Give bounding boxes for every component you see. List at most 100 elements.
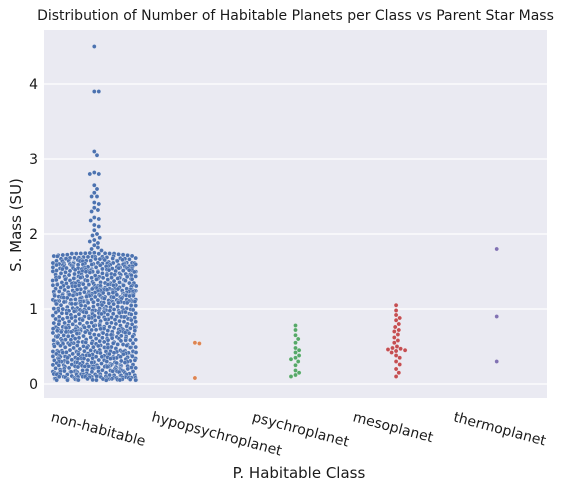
data-point: [97, 252, 101, 256]
data-point: [78, 321, 82, 325]
data-point: [127, 257, 131, 261]
data-point: [100, 303, 104, 307]
data-point: [97, 89, 101, 93]
data-point: [98, 257, 102, 261]
data-point: [397, 371, 401, 375]
data-point: [60, 311, 64, 315]
data-point: [61, 253, 65, 257]
y-tick-label: 2: [29, 227, 38, 243]
data-point: [123, 360, 127, 364]
data-point: [125, 275, 129, 279]
data-point: [394, 359, 398, 363]
data-point: [134, 311, 138, 315]
data-point: [111, 341, 115, 345]
data-point: [92, 251, 96, 255]
data-point: [88, 251, 92, 255]
y-tick-label: 1: [29, 302, 38, 318]
data-point: [293, 363, 297, 367]
data-point: [89, 335, 93, 339]
data-point: [106, 277, 110, 281]
data-point: [134, 345, 138, 349]
data-point: [106, 346, 110, 350]
data-point: [51, 314, 55, 318]
data-point: [116, 276, 120, 280]
data-point: [92, 191, 96, 195]
data-point: [87, 316, 91, 320]
data-point: [119, 339, 123, 343]
data-point: [70, 358, 74, 362]
data-point: [114, 269, 118, 273]
data-point: [397, 322, 401, 326]
data-point: [90, 194, 94, 198]
data-point: [63, 345, 67, 349]
data-point: [398, 316, 402, 320]
data-point: [394, 313, 398, 317]
data-point: [64, 266, 68, 270]
data-point: [96, 245, 100, 249]
data-point: [394, 353, 398, 357]
data-point: [112, 326, 116, 330]
data-point: [106, 329, 110, 333]
data-point: [112, 302, 116, 306]
data-point: [69, 370, 73, 374]
x-tick-label: mesoplanet: [351, 409, 435, 446]
data-point: [90, 276, 94, 280]
data-point: [81, 334, 85, 338]
data-point: [96, 298, 100, 302]
data-point: [124, 338, 128, 342]
data-point: [100, 336, 104, 340]
data-point: [97, 333, 101, 337]
data-point: [84, 295, 88, 299]
data-point: [97, 224, 101, 228]
data-point: [89, 259, 93, 263]
data-point: [55, 254, 59, 258]
data-point: [55, 335, 59, 339]
data-point: [85, 346, 89, 350]
data-point: [115, 259, 119, 263]
data-point: [107, 301, 111, 305]
data-point: [55, 329, 59, 333]
data-point: [131, 334, 135, 338]
data-point: [66, 360, 70, 364]
data-point: [94, 265, 98, 269]
data-point: [289, 357, 293, 361]
data-point: [115, 361, 119, 365]
data-point: [293, 323, 297, 327]
data-point: [112, 351, 116, 355]
data-point: [123, 331, 127, 335]
data-point: [394, 318, 398, 322]
data-point: [92, 149, 96, 153]
data-point: [52, 321, 56, 325]
data-point: [88, 239, 92, 243]
data-point: [109, 276, 113, 280]
data-point: [61, 307, 65, 311]
data-point: [98, 351, 102, 355]
data-point: [134, 350, 138, 354]
data-point: [67, 273, 71, 277]
data-point: [100, 267, 104, 271]
data-point: [84, 270, 88, 274]
data-point: [98, 236, 102, 240]
data-point: [109, 321, 113, 325]
data-point: [100, 368, 104, 372]
data-point: [134, 338, 138, 342]
data-point: [108, 325, 112, 329]
data-point: [92, 170, 96, 174]
data-point: [390, 346, 394, 350]
data-point: [97, 217, 101, 221]
data-point: [105, 321, 109, 325]
data-point: [54, 268, 58, 272]
data-point: [52, 338, 56, 342]
data-point: [92, 200, 96, 204]
data-point: [93, 318, 97, 322]
data-point: [392, 329, 396, 333]
data-point: [98, 263, 102, 267]
data-point: [84, 340, 88, 344]
data-point: [403, 348, 407, 352]
data-point: [55, 283, 59, 287]
data-point: [67, 366, 71, 370]
data-point: [127, 268, 131, 272]
data-point: [395, 344, 399, 348]
data-point: [111, 312, 115, 316]
